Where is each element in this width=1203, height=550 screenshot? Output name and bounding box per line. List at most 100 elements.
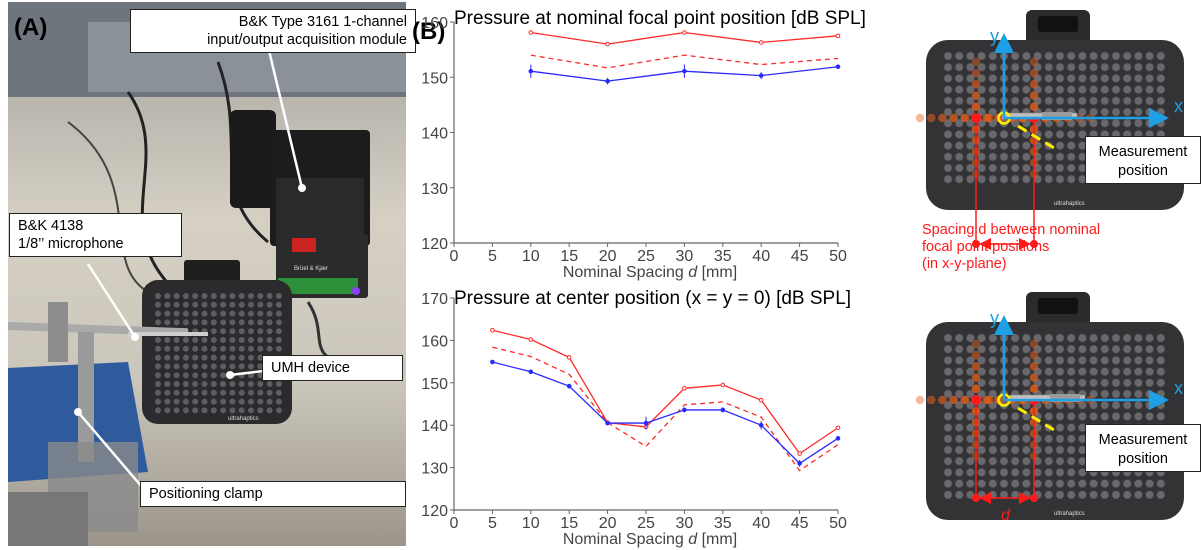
- data-point: [605, 41, 610, 47]
- y-tick-label: 120: [421, 503, 448, 520]
- y-axis-letter: y: [990, 308, 999, 328]
- data-point: [758, 397, 764, 403]
- spacing-note: Spacing d between nominal focal point po…: [922, 222, 1162, 273]
- x-tick-label: 25: [637, 248, 655, 265]
- microphone-callout: B&K 4138 1/8’’ microphone: [9, 213, 182, 257]
- x-tick-label: 20: [599, 248, 617, 265]
- data-point: [835, 64, 841, 70]
- clamp-callout: Positioning clamp: [140, 481, 406, 507]
- x-tick-label: 45: [791, 515, 809, 532]
- y-tick-label: 150: [421, 376, 448, 393]
- x-axis-label: Nominal Spacing d [mm]: [563, 264, 737, 281]
- setup-photo: Brüel & Kjær ultrahaptics: [8, 2, 406, 546]
- chart-center-pressure: Pressure at center position (x = y = 0) …: [421, 288, 851, 548]
- focal-point-marker: [971, 113, 981, 123]
- umh-callout: UMH device: [262, 355, 403, 381]
- series-line-red-dashed: [492, 346, 839, 472]
- data-point: [682, 386, 687, 391]
- top-measurement-box: Measurement position: [1085, 136, 1201, 184]
- data-point: [758, 422, 764, 428]
- y-tick-label: 130: [421, 461, 448, 478]
- x-axis-letter: x: [1174, 378, 1183, 398]
- data-point: [490, 327, 495, 333]
- chart-title: Pressure at center position (x = y = 0) …: [454, 288, 851, 309]
- chart-focal-pressure: Pressure at nominal focal point position…: [421, 8, 866, 281]
- data-point: [566, 383, 572, 389]
- y-tick-label: 160: [421, 333, 448, 350]
- top-device-logo: ultrahaptics: [1054, 201, 1085, 207]
- y-tick-label: 160: [421, 15, 448, 32]
- x-tick-label: 25: [637, 515, 655, 532]
- data-point: [566, 355, 572, 360]
- y-axis-letter: y: [990, 26, 999, 46]
- x-tick-label: 20: [599, 515, 617, 532]
- series-line-blue-solid: [492, 361, 839, 465]
- data-point: [643, 420, 649, 426]
- y-tick-label: 140: [421, 418, 448, 435]
- x-tick-label: 50: [829, 515, 847, 532]
- data-point: [682, 30, 687, 35]
- module-callout-line1: B&K Type 3161 1-channel: [238, 14, 407, 30]
- x-tick-label: 50: [829, 248, 847, 265]
- microphone-callout-line2: 1/8’’ microphone: [18, 236, 124, 252]
- data-point: [682, 68, 687, 74]
- x-tick-label: 30: [676, 515, 694, 532]
- umh-logo-text: ultrahaptics: [228, 416, 259, 422]
- data-point: [528, 337, 534, 342]
- data-point: [758, 73, 764, 78]
- data-point: [490, 359, 495, 365]
- d-label: d: [1001, 507, 1011, 524]
- spacing-note-line2: focal point positions: [922, 239, 1050, 255]
- y-tick-label: 130: [421, 181, 448, 198]
- data-point: [682, 407, 687, 413]
- data-point: [797, 461, 802, 466]
- x-tick-label: 15: [560, 248, 578, 265]
- y-tick-label: 120: [421, 236, 448, 253]
- data-point: [605, 420, 610, 426]
- x-tick-label: 0: [450, 248, 459, 265]
- module-callout-line2: input/output acquisition module: [207, 32, 407, 48]
- data-point: [835, 425, 841, 431]
- data-point: [835, 33, 841, 39]
- data-point: [528, 30, 534, 35]
- series-line-red-solid: [492, 329, 839, 455]
- data-point: [528, 369, 534, 375]
- y-tick-label: 170: [421, 291, 448, 308]
- panel-b-label: (B): [412, 18, 446, 45]
- x-tick-label: 35: [714, 248, 732, 265]
- focal-point-marker: [971, 395, 981, 405]
- top-measurement-line2: position: [1118, 163, 1168, 179]
- data-point: [758, 40, 764, 45]
- spacing-note-line3: (in x-y-plane): [922, 256, 1007, 272]
- microphone-callout-line1: B&K 4138: [18, 218, 84, 234]
- data-point: [720, 382, 726, 388]
- data-point: [835, 436, 841, 441]
- x-tick-label: 5: [488, 515, 497, 532]
- chart-title: Pressure at nominal focal point position…: [454, 8, 866, 29]
- bottom-device-logo: ultrahaptics: [1054, 511, 1085, 517]
- bottom-measurement-line1: Measurement: [1098, 432, 1188, 448]
- x-tick-label: 40: [752, 248, 770, 265]
- x-axis-label: Nominal Spacing d [mm]: [563, 531, 737, 548]
- x-tick-label: 35: [714, 515, 732, 532]
- series-line-red-dashed: [530, 54, 839, 69]
- setup-photo-drawing: Brüel & Kjær ultrahaptics: [8, 2, 406, 546]
- power-supply: [230, 110, 276, 208]
- bottom-measurement-box: Measurement position: [1085, 424, 1201, 472]
- umh-device-photo: [142, 280, 292, 424]
- panel-a-label: (A): [14, 14, 48, 41]
- x-tick-label: 0: [450, 515, 459, 532]
- module-callout: B&K Type 3161 1-channel input/output acq…: [130, 9, 416, 53]
- x-tick-label: 45: [791, 248, 809, 265]
- top-measurement-line1: Measurement: [1098, 144, 1188, 160]
- bottom-measurement-line2: position: [1118, 451, 1168, 467]
- x-tick-label: 10: [522, 515, 540, 532]
- x-tick-label: 15: [560, 515, 578, 532]
- spacing-note-line1: Spacing d between nominal: [922, 222, 1101, 238]
- device-diagram-bottom: x y d ultrahaptics: [915, 292, 1184, 524]
- data-point: [605, 78, 610, 84]
- y-tick-label: 150: [421, 70, 448, 87]
- x-tick-label: 10: [522, 248, 540, 265]
- y-tick-label: 140: [421, 126, 448, 143]
- x-axis-letter: x: [1174, 96, 1183, 116]
